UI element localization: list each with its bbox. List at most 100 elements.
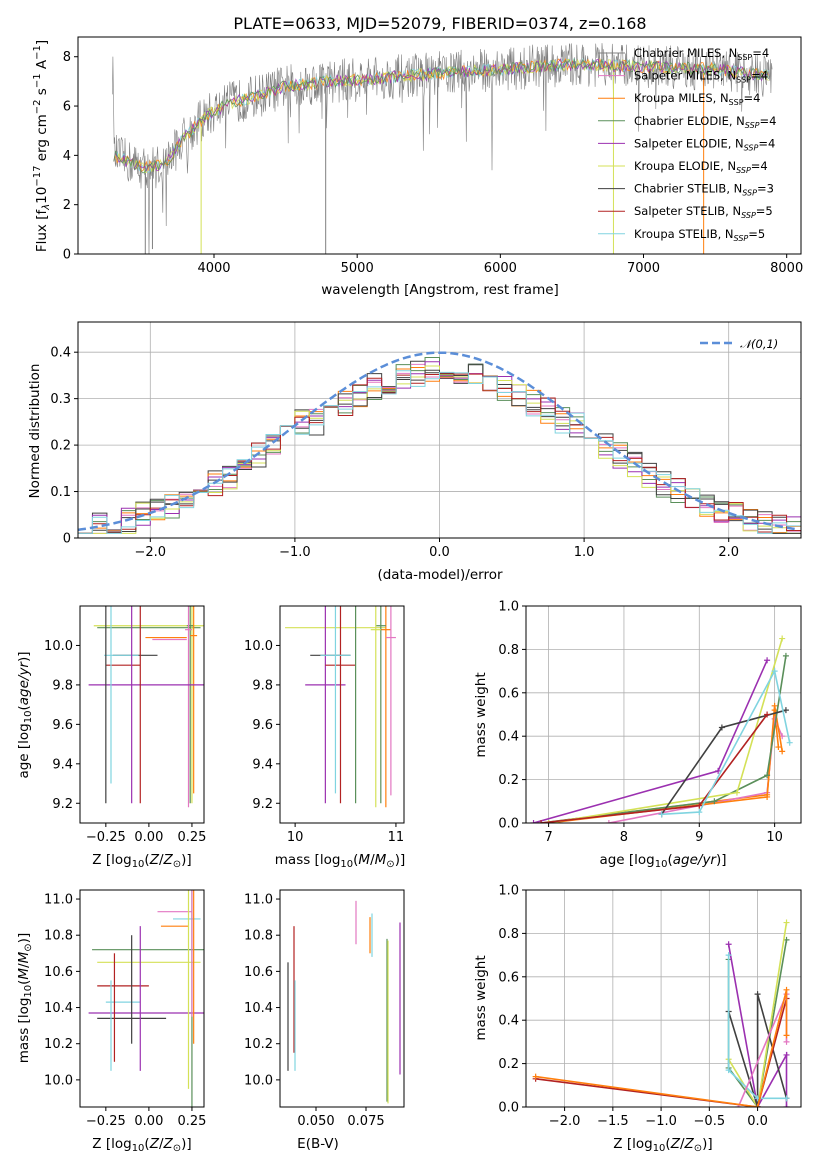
spectrum-ytick-label: 6 bbox=[63, 100, 71, 115]
wAge-ytick-label: 0.8 bbox=[498, 643, 519, 658]
ageZ-points bbox=[88, 606, 204, 808]
wZ-marker bbox=[783, 1032, 790, 1039]
wZ-xtick-label: −1.5 bbox=[597, 1114, 629, 1129]
wAge-marker bbox=[718, 724, 725, 731]
wAge-xtick-label: 8 bbox=[620, 830, 628, 845]
wZ-marker bbox=[783, 986, 790, 993]
wZ-marker bbox=[754, 1104, 761, 1107]
wAge-xtick-label: 9 bbox=[695, 830, 703, 845]
residuals-ytick-label: 0.4 bbox=[50, 346, 71, 361]
legend-value: =4 bbox=[760, 114, 777, 128]
wAge-marker bbox=[782, 707, 789, 714]
wZ-marker bbox=[783, 1051, 790, 1058]
spectrum-ytick-label: 2 bbox=[63, 198, 71, 213]
wAge-marker bbox=[530, 820, 537, 823]
mE-ytick-label: 11.0 bbox=[244, 893, 273, 908]
mE-ytick-label: 10.8 bbox=[244, 929, 273, 944]
weight-vs-Z-panel: Z [log10(Z/Z⊙)] mass weight −2.0 −1.5 −1.0… bbox=[473, 884, 802, 1154]
wAge-marker bbox=[545, 820, 552, 823]
legend-label: Salpeter ELODIE, NSSP=4 bbox=[634, 136, 775, 152]
ageZ-xtick-label: 0.00 bbox=[134, 830, 163, 845]
spectrum-xtick-label: 6000 bbox=[484, 261, 517, 276]
wZ-ytick-label: 0.6 bbox=[498, 970, 519, 985]
spectrum-ytick-label: 0 bbox=[63, 248, 71, 263]
wAge-marker bbox=[771, 702, 778, 709]
wZ-ytick-label: 1.0 bbox=[498, 884, 519, 899]
wAge-marker bbox=[779, 635, 786, 642]
mE-ytick-label: 10.6 bbox=[244, 965, 273, 980]
legend-subscript: SSP bbox=[736, 166, 751, 175]
legend-subscript: SSP bbox=[736, 76, 751, 85]
residuals-hist bbox=[78, 351, 801, 538]
legend-label: Kroupa STELIB, NSSP=5 bbox=[634, 227, 765, 243]
wAge-ytick-label: 0.6 bbox=[498, 686, 519, 701]
residuals-xtick-label: −2.0 bbox=[135, 545, 167, 560]
mZ-ytick-label: 10.8 bbox=[44, 929, 73, 944]
residuals-xtick-label: 0.0 bbox=[429, 545, 450, 560]
wAge-xtick-label: 10 bbox=[766, 830, 783, 845]
wZ-xlabel: Z [log10(Z/Z⊙)] bbox=[613, 1136, 712, 1154]
ageM-points bbox=[285, 606, 396, 808]
wAge-marker bbox=[658, 811, 665, 818]
wZ-series-line bbox=[727, 944, 788, 1107]
wAge-marker bbox=[696, 802, 703, 809]
legend-subscript: SSP bbox=[745, 121, 760, 130]
wZ-series-line bbox=[727, 955, 787, 1100]
ageM-xlabel: mass [log10(M/M⊙)] bbox=[275, 852, 405, 870]
mZ-ytick-label: 11.0 bbox=[44, 893, 73, 908]
spectrum-lines bbox=[112, 43, 773, 254]
wZ-ylabel: mass weight bbox=[473, 955, 489, 1040]
legend-label: Chabrier STELIB, NSSP=3 bbox=[634, 182, 774, 198]
legend-subscript: SSP bbox=[734, 234, 749, 243]
wZ-ytick-label: 0.8 bbox=[498, 927, 519, 942]
wZ-marker bbox=[783, 1104, 790, 1107]
legend-value: =4 bbox=[752, 46, 769, 60]
wAge-marker bbox=[764, 793, 771, 800]
wAge-marker bbox=[775, 744, 782, 751]
mE-xlabel: E(B-V) bbox=[297, 1136, 339, 1152]
mZ-xlabel: Z [log10(Z/Z⊙)] bbox=[92, 1136, 191, 1154]
ageZ-ylabel: age [log10(age/yr)] bbox=[16, 651, 34, 778]
mE-xtick-label: 0.050 bbox=[297, 1114, 334, 1129]
residuals-ytick-label: 0.2 bbox=[50, 439, 71, 454]
mass-vs-Z-panel: Z [log10(Z/Z⊙)] mass [log10(M/M⊙)] −0.25… bbox=[16, 889, 206, 1154]
legend-label: Chabrier MILES, NSSP=4 bbox=[634, 46, 769, 62]
wZ-xtick-label: −2.0 bbox=[549, 1114, 581, 1129]
wZ-marker bbox=[725, 941, 732, 948]
wZ-marker bbox=[783, 919, 790, 926]
ageZ-xlabel: Z [log10(Z/Z⊙)] bbox=[92, 852, 191, 870]
spectrum-ytick-label: 4 bbox=[63, 149, 71, 164]
mE-ytick-label: 10.0 bbox=[244, 1073, 273, 1088]
wAge-marker bbox=[696, 809, 703, 816]
figure-title: PLATE=0633, MJD=52079, FIBERID=0374, z=0… bbox=[233, 14, 646, 33]
legend-label: Kroupa ELODIE, NSSP=4 bbox=[634, 159, 768, 175]
ageZ-xtick-label: 0.25 bbox=[177, 830, 206, 845]
residuals-xtick-label: 1.0 bbox=[574, 545, 595, 560]
residuals-ylabel: Normed distribution bbox=[27, 364, 43, 499]
wAge-ytick-label: 0.4 bbox=[498, 730, 519, 745]
wZ-xtick-label: −0.5 bbox=[694, 1114, 726, 1129]
mZ-xtick-label: 0.00 bbox=[134, 1114, 163, 1129]
mass-vs-EBV-panel: E(B-V) 0.050 0.075 10.0 10.2 10.4 10.6 10.8 11.… bbox=[244, 889, 405, 1152]
weight-vs-age-panel: age [log10(age/yr)] mass weight 7 8 9 10 0.0… bbox=[473, 600, 802, 870]
wZ-marker bbox=[725, 1067, 732, 1074]
wZ-marker bbox=[725, 952, 732, 959]
ageZ-ytick-label: 9.2 bbox=[52, 797, 73, 812]
residuals-panel: (data-model)/error Normed distribution −… bbox=[27, 321, 802, 583]
mZ-ytick-label: 10.4 bbox=[44, 1001, 73, 1016]
residuals-frame bbox=[77, 321, 802, 539]
mZ-ytick-label: 10.2 bbox=[44, 1037, 73, 1052]
wAge-lines bbox=[530, 635, 793, 823]
ageM-ytick-label: 10.0 bbox=[244, 639, 273, 654]
legend-subscript: SSP bbox=[741, 211, 756, 220]
wAge-ytick-label: 0.0 bbox=[498, 817, 519, 832]
wZ-marker bbox=[783, 1095, 790, 1102]
residuals-xtick-label: −1.0 bbox=[279, 545, 311, 560]
spectrum-legend: Chabrier MILES, NSSP=4 Salpeter MILES, NS… bbox=[598, 46, 776, 243]
residuals-ytick-label: 0.3 bbox=[50, 392, 71, 407]
spectrum-frame bbox=[77, 36, 802, 255]
ageM-xtick-label: 10 bbox=[287, 830, 304, 845]
legend-subscript: SSP bbox=[742, 189, 757, 198]
wAge-series-line bbox=[541, 655, 787, 823]
svg-text:Flux [fλ10−17 erg cm−2 s−1 A−1: Flux [fλ10−17 erg cm−2 s−1 A−1] bbox=[32, 40, 52, 252]
